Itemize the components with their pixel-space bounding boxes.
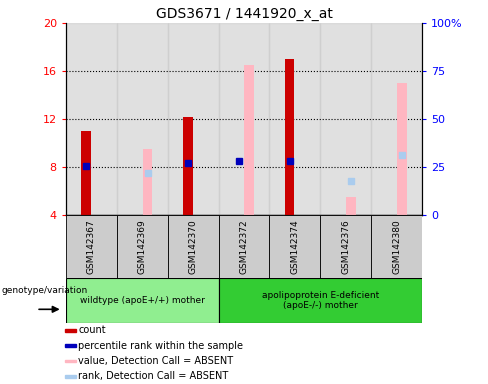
Bar xyxy=(320,215,371,278)
Bar xyxy=(65,329,77,332)
Text: GSM142380: GSM142380 xyxy=(392,220,401,274)
Bar xyxy=(346,197,356,215)
Bar xyxy=(183,117,193,215)
Bar xyxy=(168,215,219,278)
Bar xyxy=(142,149,152,215)
Bar xyxy=(371,23,422,215)
Bar xyxy=(117,23,168,215)
Bar xyxy=(269,215,320,278)
Bar xyxy=(65,375,77,378)
Text: GSM142367: GSM142367 xyxy=(87,220,96,274)
Bar xyxy=(168,23,219,215)
Bar xyxy=(219,278,422,323)
Text: genotype/variation: genotype/variation xyxy=(1,286,87,295)
Text: apolipoprotein E-deficient
(apoE-/-) mother: apolipoprotein E-deficient (apoE-/-) mot… xyxy=(262,291,379,310)
Text: GSM142376: GSM142376 xyxy=(341,220,350,274)
Text: GSM142369: GSM142369 xyxy=(138,220,147,274)
Text: value, Detection Call = ABSENT: value, Detection Call = ABSENT xyxy=(79,356,233,366)
Bar xyxy=(269,23,320,215)
Text: wildtype (apoE+/+) mother: wildtype (apoE+/+) mother xyxy=(80,296,204,305)
Bar xyxy=(371,215,422,278)
Title: GDS3671 / 1441920_x_at: GDS3671 / 1441920_x_at xyxy=(156,7,332,21)
Bar xyxy=(66,278,219,323)
Bar xyxy=(244,65,254,215)
Text: GSM142374: GSM142374 xyxy=(290,220,300,274)
Bar xyxy=(117,215,168,278)
Bar xyxy=(320,23,371,215)
Bar xyxy=(219,215,269,278)
Text: GSM142370: GSM142370 xyxy=(188,220,198,274)
Bar xyxy=(65,344,77,347)
Bar xyxy=(65,359,77,362)
Text: rank, Detection Call = ABSENT: rank, Detection Call = ABSENT xyxy=(79,371,228,381)
Text: GSM142372: GSM142372 xyxy=(240,220,248,274)
Bar xyxy=(397,83,407,215)
Bar xyxy=(81,131,91,215)
Text: percentile rank within the sample: percentile rank within the sample xyxy=(79,341,244,351)
Bar xyxy=(66,215,117,278)
Text: count: count xyxy=(79,325,106,335)
Bar xyxy=(219,23,269,215)
Bar xyxy=(285,59,294,215)
Bar xyxy=(66,23,117,215)
